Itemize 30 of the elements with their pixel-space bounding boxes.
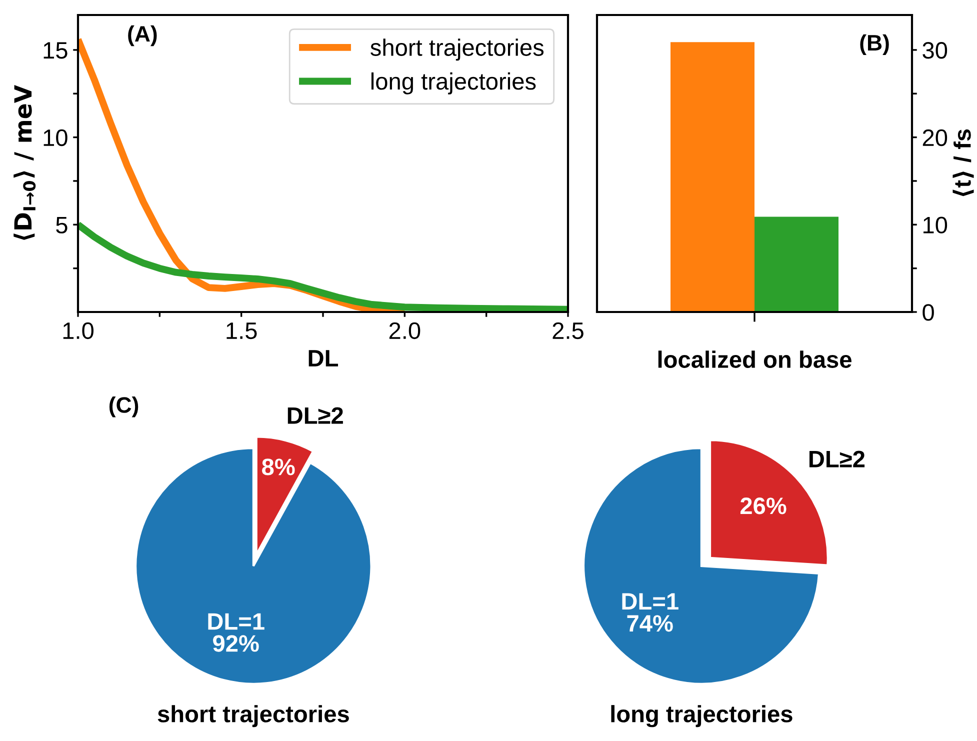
text: short trajectories: [158, 705, 349, 728]
y2-axis-title: ⟨t⟩ / fs: [952, 129, 974, 196]
data-label: 8%: [262, 458, 295, 476]
y-tick-label: 15: [44, 42, 68, 59]
annotation: (B): [860, 34, 889, 56]
slice-label: DL≥2: [288, 407, 343, 424]
x-tick-label: 1.5: [226, 322, 257, 340]
data-label: 92%: [213, 635, 259, 652]
slice-label: DL=1: [622, 593, 678, 610]
annotation: (A): [128, 25, 157, 46]
text: (C): [109, 396, 138, 418]
text: long trajectories: [611, 705, 792, 728]
y-tick-label: 10: [44, 129, 68, 146]
y-tick-label: 5: [56, 216, 68, 234]
data-label: 26%: [740, 498, 786, 514]
x-tick-label: 2.0: [389, 322, 420, 340]
y2-tick-label: 30: [922, 42, 948, 59]
x-axis-title: DL: [308, 350, 338, 366]
slice-label: DL≥2: [809, 450, 865, 468]
y2-tick-label: 0: [922, 304, 934, 321]
x-tick-label: 1.0: [63, 322, 94, 340]
x-tick-label: 2.5: [552, 322, 584, 340]
y-axis-title: ⟨D$_{I→0}$⟩ / meV: [14, 84, 36, 240]
slice-label: DL=1: [208, 613, 264, 630]
legend-label: long trajectories: [371, 72, 536, 94]
y2-tick-label: 10: [924, 216, 948, 234]
x-tick-label: localized on base: [658, 350, 852, 368]
legend-label: short trajectories: [370, 38, 544, 61]
y2-tick-label: 20: [922, 129, 948, 146]
data-label: 74%: [627, 615, 673, 632]
